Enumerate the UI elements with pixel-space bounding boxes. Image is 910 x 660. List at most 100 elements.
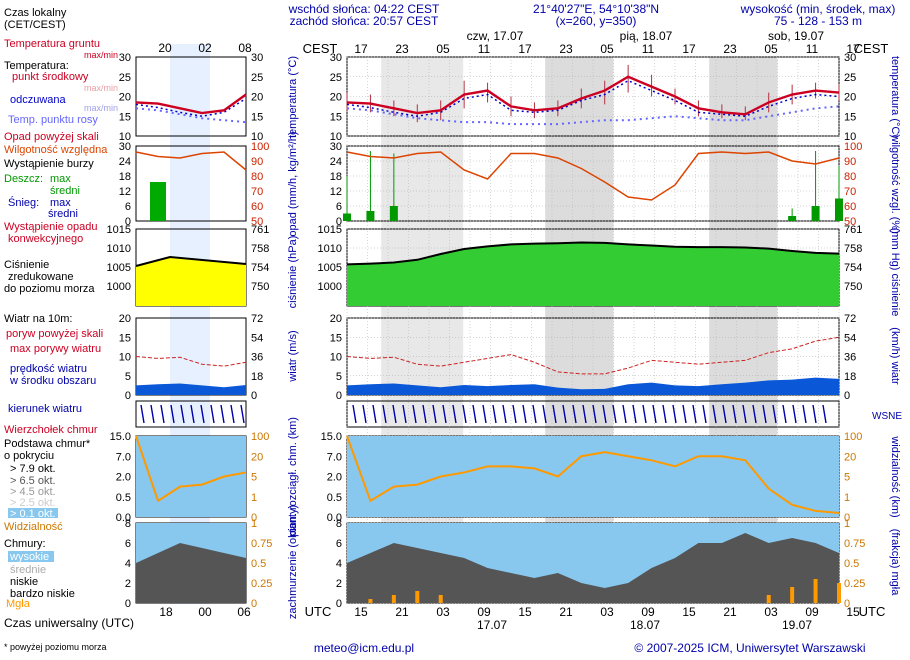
pressure-line — [346, 241, 840, 266]
precip-mini-right-tick: 100 — [251, 141, 269, 153]
wind-dir-arrow — [702, 404, 707, 424]
mini-wind-dir-arrow — [160, 404, 165, 424]
fog-bar — [415, 591, 420, 603]
wind-tick: 5 — [336, 371, 342, 383]
night-band-2 — [709, 57, 778, 603]
utc-day-2: 18.07 — [630, 618, 660, 632]
mini-wind-dir-arrow — [170, 404, 175, 424]
pressure-right-tick: 750 — [844, 281, 862, 293]
wind-mini-tick: 5 — [125, 371, 131, 383]
wind-dir-arrow — [462, 404, 467, 424]
legend-gust-max: max porywy wiatru — [10, 343, 101, 355]
legend-low: niskie — [10, 576, 38, 588]
legend-snow: Śnieg: — [8, 196, 39, 209]
wind-dir-arrow — [622, 404, 627, 424]
legend-clouds: Chmury: — [4, 538, 46, 550]
legend-soil-temp: Temperatura gruntu — [4, 38, 100, 50]
vis-tick: 2.0 — [327, 472, 342, 484]
footer-email[interactable]: meteo@icm.edu.pl — [314, 641, 414, 655]
clouds-right-tick: 0.75 — [844, 538, 865, 550]
wind-dir-arrow — [632, 404, 637, 424]
temp-right-tick: 30 — [844, 52, 856, 64]
wind-dir-arrow — [442, 404, 447, 424]
local-tick: 17 — [846, 42, 860, 56]
precip-mini-right-tick: 80 — [251, 171, 263, 183]
fog-bar — [790, 587, 795, 603]
clouds-mini-tick: 2 — [125, 578, 131, 590]
wind-dir-arrow — [732, 404, 737, 424]
clouds-mini-right-tick: 0.5 — [251, 558, 266, 570]
legend-column: Czas lokalny (CET/CEST) Temperatura grun… — [4, 7, 134, 652]
temp-mini-tick: 15 — [119, 111, 131, 123]
precip-mini-tick: 0 — [125, 216, 131, 228]
wind-mini-right-tick: 18 — [251, 371, 263, 383]
vis-mini-right-tick: 0 — [251, 512, 257, 524]
humidity-line-mini — [135, 151, 247, 171]
utc-tick: 21 — [723, 605, 737, 619]
wind-dir-arrow — [742, 404, 747, 424]
temp-right-tick: 25 — [844, 72, 856, 84]
wind-dir-arrow — [452, 404, 457, 424]
night-bands — [381, 57, 778, 603]
dew-line — [346, 105, 840, 126]
wind-mini-right-tick: 72 — [251, 313, 263, 325]
vis-tick: 7.0 — [327, 451, 342, 463]
legend-okt-2: > 6.5 okt. — [10, 475, 56, 487]
rain-mid-bar — [343, 213, 351, 221]
precip-right-tick: 90 — [844, 156, 856, 168]
precip-tick: 24 — [330, 156, 342, 168]
pressure-mini-right-tick: 758 — [251, 243, 269, 255]
mini-wind-dir-arrow — [150, 404, 155, 424]
mini-rain-bar — [154, 182, 158, 221]
vis-mini-right-tick: 100 — [251, 431, 269, 443]
vis-right-tick: 5 — [844, 472, 850, 484]
wind-dir-arrow — [492, 404, 497, 424]
local-tick: 17 — [518, 42, 532, 56]
temp-mini-tick: 30 — [119, 52, 131, 64]
wind-dir-arrow — [772, 404, 777, 424]
temp-mini-right-tick: 20 — [251, 92, 263, 104]
grid-text: (x=260, y=350) — [556, 14, 637, 28]
pressure-right-tick: 754 — [844, 262, 862, 274]
wind-dir-arrow — [502, 404, 507, 424]
utc-day-3: 19.07 — [782, 618, 812, 632]
legend-wind-title: Wiatr na 10m: — [4, 313, 72, 325]
fog-bar — [766, 595, 771, 603]
wind-mini-right-tick: 36 — [251, 352, 263, 364]
utc-tick: 15 — [354, 605, 368, 619]
legend-cloud-base-2: o pokryciu — [4, 450, 54, 462]
clouds-mini-right-tick: 0.75 — [251, 538, 272, 550]
precip-mini-tick: 24 — [119, 156, 131, 168]
vis-mini-right-tick: 5 — [251, 472, 257, 484]
vis-right-tick: 20 — [844, 451, 856, 463]
fog-bar — [438, 595, 443, 603]
precip-mini-tick: 18 — [119, 171, 131, 183]
legend-storm: Wystąpienie burzy — [4, 158, 94, 170]
wind-dir-arrow — [652, 404, 657, 424]
local-tick: 11 — [478, 42, 491, 56]
wind-dir-arrow — [822, 404, 827, 424]
clouds-mini-tick: 4 — [125, 558, 131, 570]
local-tick: 05 — [600, 42, 614, 56]
local-tz-right: CEST — [854, 41, 889, 56]
mini-local-tick: 20 — [158, 41, 172, 55]
vis-tick: 0.0 — [327, 512, 342, 524]
legend-gust-above: poryw powyżej skali — [6, 328, 103, 340]
mini-wind-dir-arrow — [180, 404, 185, 424]
wind-mini-tick: 10 — [119, 352, 131, 364]
fog-bar — [837, 583, 841, 603]
vis-mini-tick: 0.5 — [116, 492, 131, 504]
sky-fill — [347, 436, 839, 517]
wind-dir-arrow — [662, 404, 667, 424]
night-band-1 — [545, 57, 614, 603]
mini-wind-dir-arrow — [210, 404, 215, 424]
wind-dir-arrow — [512, 404, 517, 424]
legend-okt-3: > 4.5 okt. — [10, 486, 56, 498]
mini-rain-bar — [158, 182, 162, 221]
wind-dir-arrow — [752, 404, 757, 424]
felt-line-mini — [135, 97, 247, 118]
legend-utc: Czas uniwersalny (UTC) — [4, 616, 134, 630]
sunrise-text: wschód słońca: 04:22 CEST — [288, 2, 440, 16]
vis-tick: 15.0 — [321, 431, 342, 443]
